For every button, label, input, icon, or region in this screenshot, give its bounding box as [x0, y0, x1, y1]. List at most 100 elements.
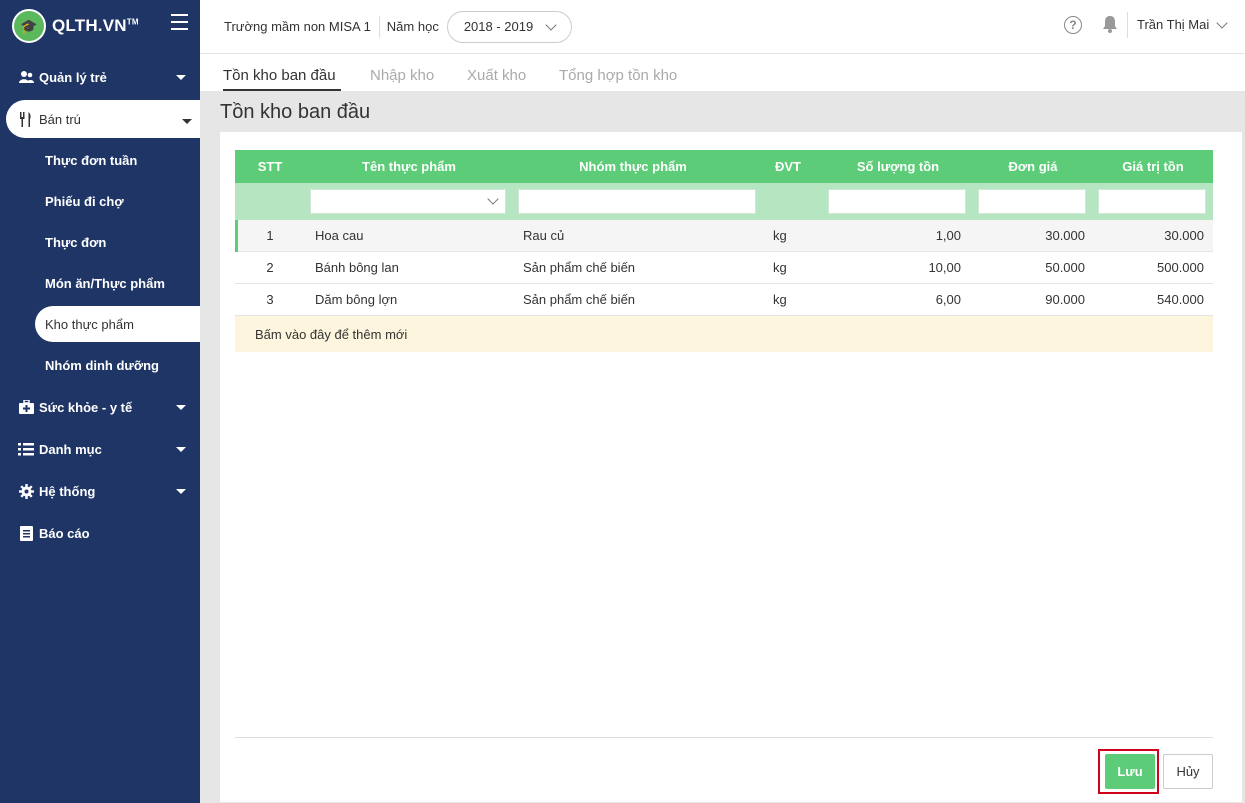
caret-down-icon — [176, 405, 186, 410]
sidebar: 🎓 QLTH.VNTM Quản lý trẻ Bán trú Thực đơn… — [0, 0, 200, 803]
cell-nhom-thuc-pham: Sản phẩm chế biến — [523, 260, 636, 275]
school-name[interactable]: Trường mầm non MISA 1 — [224, 19, 371, 34]
logo-text: QLTH.VN — [52, 16, 127, 35]
table-header: STT Tên thực phẩm Nhóm thực phẩm ĐVT Số … — [235, 150, 1213, 183]
sidebar-item-quan-ly-tre[interactable]: Quản lý trẻ — [0, 56, 200, 98]
tab-nhap-kho[interactable]: Nhập kho — [370, 67, 435, 84]
help-icon[interactable]: ? — [1064, 16, 1082, 34]
column-header-nhom-thuc-pham[interactable]: Nhóm thực phẩm — [579, 159, 687, 174]
cell-dvt: kg — [773, 292, 787, 307]
cell-gia-tri-ton: 540.000 — [1157, 292, 1204, 307]
chevron-down-icon[interactable] — [1216, 17, 1228, 29]
cell-stt: 2 — [266, 260, 274, 275]
cell-don-gia: 90.000 — [1045, 292, 1085, 307]
filter-don-gia-input[interactable] — [978, 189, 1086, 214]
inventory-table: STT Tên thực phẩm Nhóm thực phẩm ĐVT Số … — [235, 150, 1213, 352]
cell-gia-tri-ton: 30.000 — [1164, 228, 1204, 243]
content-panel: STT Tên thực phẩm Nhóm thực phẩm ĐVT Số … — [220, 132, 1242, 802]
user-name[interactable]: Trần Thị Mai — [1137, 17, 1210, 32]
tab-bar: Tồn kho ban đầu Nhập kho Xuất kho Tổng h… — [200, 55, 1245, 91]
caret-down-icon — [176, 447, 186, 452]
sidebar-item-label: Bán trú — [39, 111, 81, 127]
filter-gia-tri-ton-input[interactable] — [1098, 189, 1206, 214]
tab-tong-hop-ton-kho[interactable]: Tổng hợp tồn kho — [559, 67, 678, 84]
medkit-icon — [18, 399, 34, 415]
column-header-gia-tri-ton[interactable]: Giá trị tồn — [1122, 159, 1184, 174]
sidebar-item-ban-tru[interactable]: Bán trú — [6, 100, 200, 138]
cell-nhom-thuc-pham: Rau củ — [523, 228, 565, 243]
school-year-value: 2018 - 2019 — [463, 19, 534, 34]
main-content: Tồn kho ban đầu STT Tên thực phẩm Nhóm t… — [200, 91, 1245, 803]
page-title: Tồn kho ban đầu — [220, 101, 371, 123]
table-row[interactable]: 3 Dăm bông lợn Sản phẩm chế biến kg 6,00… — [235, 284, 1213, 316]
cell-don-gia: 30.000 — [1045, 228, 1085, 243]
gear-icon — [18, 483, 34, 499]
cell-so-luong-ton: 10,00 — [928, 260, 961, 275]
list-icon — [18, 441, 34, 457]
caret-down-icon — [182, 119, 192, 124]
sidebar-sub-thuc-don[interactable]: Thực đơn — [45, 235, 107, 250]
sidebar-item-bao-cao[interactable]: Báo cáo — [0, 512, 200, 554]
sidebar-item-label: Hệ thống — [39, 483, 96, 499]
caret-down-icon — [176, 75, 186, 80]
tab-xuat-kho[interactable]: Xuất kho — [467, 67, 527, 84]
sidebar-sub-phieu-di-cho[interactable]: Phiếu đi chợ — [45, 194, 124, 209]
sidebar-sub-kho-thuc-pham[interactable]: Kho thực phẩm — [35, 306, 200, 342]
sidebar-item-label: Báo cáo — [39, 525, 90, 541]
add-new-row[interactable]: Bấm vào đây để thêm mới — [235, 316, 1213, 352]
sidebar-item-he-thong[interactable]: Hệ thống — [0, 470, 200, 512]
save-button[interactable]: Lưu — [1105, 754, 1155, 789]
column-header-stt[interactable]: STT — [257, 159, 283, 174]
sidebar-item-label: Quản lý trẻ — [39, 69, 107, 85]
sidebar-item-label: Danh mục — [39, 441, 102, 457]
tab-ton-kho-ban-dau[interactable]: Tồn kho ban đầu — [223, 67, 336, 84]
utensils-icon — [18, 111, 34, 127]
cell-stt: 3 — [266, 292, 274, 307]
divider — [378, 15, 380, 38]
cancel-button[interactable]: Hủy — [1163, 754, 1213, 789]
filter-row — [235, 183, 1213, 220]
active-tab-indicator — [223, 89, 341, 91]
filter-ten-thuc-pham-select[interactable] — [310, 189, 506, 214]
filter-so-luong-ton-input[interactable] — [828, 189, 966, 214]
school-year-label: Năm học — [386, 19, 439, 34]
top-header: Trường mầm non MISA 1 Năm học 2018 - 201… — [200, 0, 1245, 54]
caret-down-icon — [176, 489, 186, 494]
cell-stt: 1 — [266, 228, 274, 243]
cell-ten-thuc-pham: Dăm bông lợn — [315, 292, 398, 307]
logo[interactable]: 🎓 QLTH.VNTM — [0, 0, 200, 52]
sidebar-sub-thuc-don-tuan[interactable]: Thực đơn tuần — [45, 153, 138, 168]
save-button-highlight — [1098, 749, 1159, 794]
sidebar-item-danh-muc[interactable]: Danh mục — [0, 428, 200, 470]
cell-so-luong-ton: 6,00 — [935, 292, 961, 307]
table-row[interactable]: 1 Hoa cau Rau củ kg 1,00 30.000 30.000 — [235, 220, 1213, 252]
sidebar-item-suc-khoe[interactable]: Sức khỏe - y tế — [0, 386, 200, 428]
school-year-select[interactable]: 2018 - 2019 — [446, 10, 572, 43]
chevron-down-icon — [545, 18, 557, 31]
column-header-so-luong-ton[interactable]: Số lượng tồn — [856, 159, 940, 174]
column-header-dvt[interactable]: ĐVT — [775, 159, 801, 174]
cell-don-gia: 50.000 — [1045, 260, 1085, 275]
graduation-cap-icon: 🎓 — [12, 9, 46, 43]
column-header-ten-thuc-pham[interactable]: Tên thực phẩm — [362, 159, 456, 174]
cell-dvt: kg — [773, 260, 787, 275]
cell-ten-thuc-pham: Hoa cau — [315, 228, 364, 243]
cell-ten-thuc-pham: Bánh bông lan — [315, 260, 399, 275]
children-icon — [18, 69, 34, 85]
cell-so-luong-ton: 1,00 — [935, 228, 961, 243]
cell-gia-tri-ton: 500.000 — [1157, 260, 1204, 275]
sidebar-sub-mon-an[interactable]: Món ăn/Thực phẩm — [45, 276, 165, 291]
chevron-down-icon — [487, 193, 499, 205]
report-icon — [18, 525, 34, 541]
divider — [235, 737, 1213, 738]
sidebar-item-label: Sức khỏe - y tế — [39, 399, 133, 415]
menu-toggle-icon[interactable] — [171, 14, 188, 30]
sidebar-sub-nhom-dinh-duong[interactable]: Nhóm dinh dưỡng — [45, 358, 159, 373]
cell-dvt: kg — [773, 228, 787, 243]
table-row[interactable]: 2 Bánh bông lan Sản phẩm chế biến kg 10,… — [235, 252, 1213, 284]
column-header-don-gia[interactable]: Đơn giá — [1008, 159, 1058, 174]
cell-nhom-thuc-pham: Sản phẩm chế biến — [523, 292, 636, 307]
bell-icon[interactable] — [1101, 15, 1119, 33]
filter-nhom-thuc-pham-input[interactable] — [518, 189, 756, 214]
logo-trademark: TM — [126, 17, 139, 27]
